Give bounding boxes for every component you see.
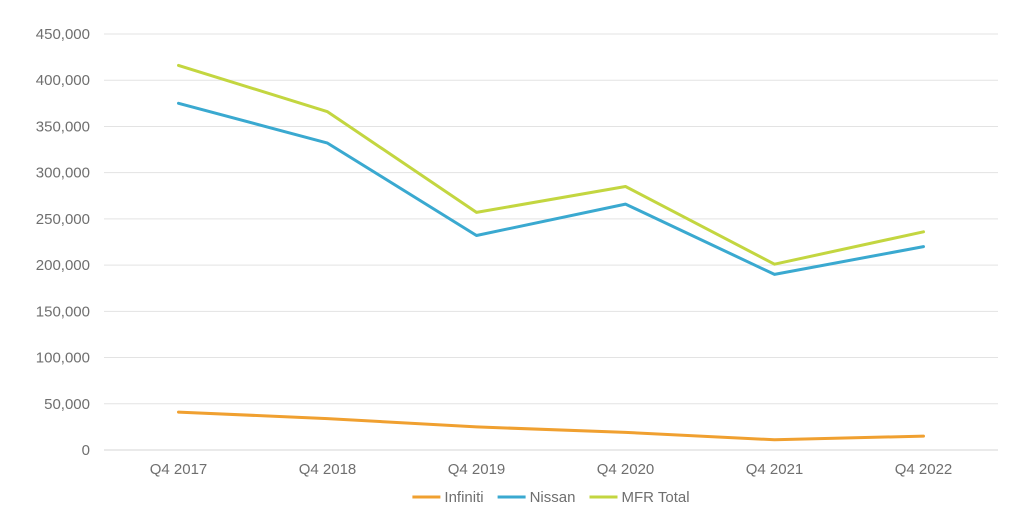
series-line-mfr-total: [177, 63, 925, 266]
x-tick-label: Q4 2018: [299, 461, 357, 478]
y-tick-label: 300,000: [36, 165, 90, 182]
legend-item: Nissan: [497, 489, 576, 506]
x-tick-label: Q4 2021: [746, 461, 804, 478]
legend-label: Infiniti: [444, 489, 483, 506]
gridlines: [104, 33, 998, 451]
x-tick-label: Q4 2020: [597, 461, 655, 478]
y-tick-label: 50,000: [44, 396, 90, 413]
legend-item: Infiniti: [412, 489, 484, 506]
y-tick-label: 350,000: [36, 118, 90, 135]
y-tick-label: 450,000: [36, 26, 90, 43]
legend-label: Nissan: [530, 489, 576, 506]
y-tick-label: 400,000: [36, 72, 90, 89]
series-line-infiniti: [177, 410, 925, 442]
y-tick-label: 150,000: [36, 303, 90, 320]
legend: Infiniti Nissan MFR Total: [412, 489, 690, 506]
x-tick-label: Q4 2017: [150, 461, 208, 478]
series-lines: [177, 63, 925, 442]
x-tick-label: Q4 2019: [448, 461, 506, 478]
legend-item: MFR Total: [589, 489, 690, 506]
y-tick-label: 200,000: [36, 257, 90, 274]
x-tick-label: Q4 2022: [895, 461, 953, 478]
y-tick-label: 250,000: [36, 211, 90, 228]
series-line-nissan: [177, 101, 925, 276]
x-axis-tick-labels: Q4 2017 Q4 2018 Q4 2019 Q4 2020 Q4 2021 Q4 20…: [150, 461, 953, 478]
y-tick-label: 100,000: [36, 350, 90, 367]
y-tick-label: 0: [82, 442, 90, 459]
legend-label: MFR Total: [622, 489, 690, 506]
y-axis-tick-labels: 0 50,000 100,000 150,000 200,000 250,000 300,0…: [36, 26, 90, 459]
